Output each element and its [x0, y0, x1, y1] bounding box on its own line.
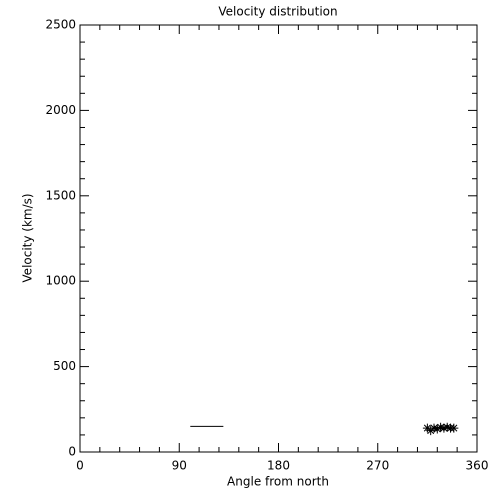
asterisk-point: [439, 423, 449, 433]
x-tick-label: 180: [267, 459, 290, 473]
x-tick-label: 90: [172, 459, 187, 473]
asterisk-point: [426, 426, 436, 436]
plot-frame: [79, 24, 478, 453]
x-tick-label: 360: [466, 459, 489, 473]
y-tick-label: 0: [68, 445, 76, 459]
chart-title: Velocity distribution: [218, 5, 337, 19]
x-tick-label: 270: [366, 459, 389, 473]
y-tick-label: 2000: [45, 103, 76, 117]
asterisk-point: [449, 423, 459, 433]
y-tick-label: 2500: [45, 18, 76, 32]
y-axis-label: Velocity (km/s): [21, 193, 35, 282]
asterisk-point: [436, 422, 446, 432]
x-tick-label: 0: [76, 459, 84, 473]
asterisk-point: [429, 423, 439, 433]
asterisk-point: [432, 424, 442, 434]
asterisk-point: [442, 422, 452, 432]
y-tick-label: 1000: [45, 274, 76, 288]
y-tick-label: 1500: [45, 188, 76, 202]
asterisk-point: [422, 423, 432, 433]
x-axis-label: Angle from north: [227, 475, 329, 489]
y-tick-label: 500: [53, 359, 76, 373]
